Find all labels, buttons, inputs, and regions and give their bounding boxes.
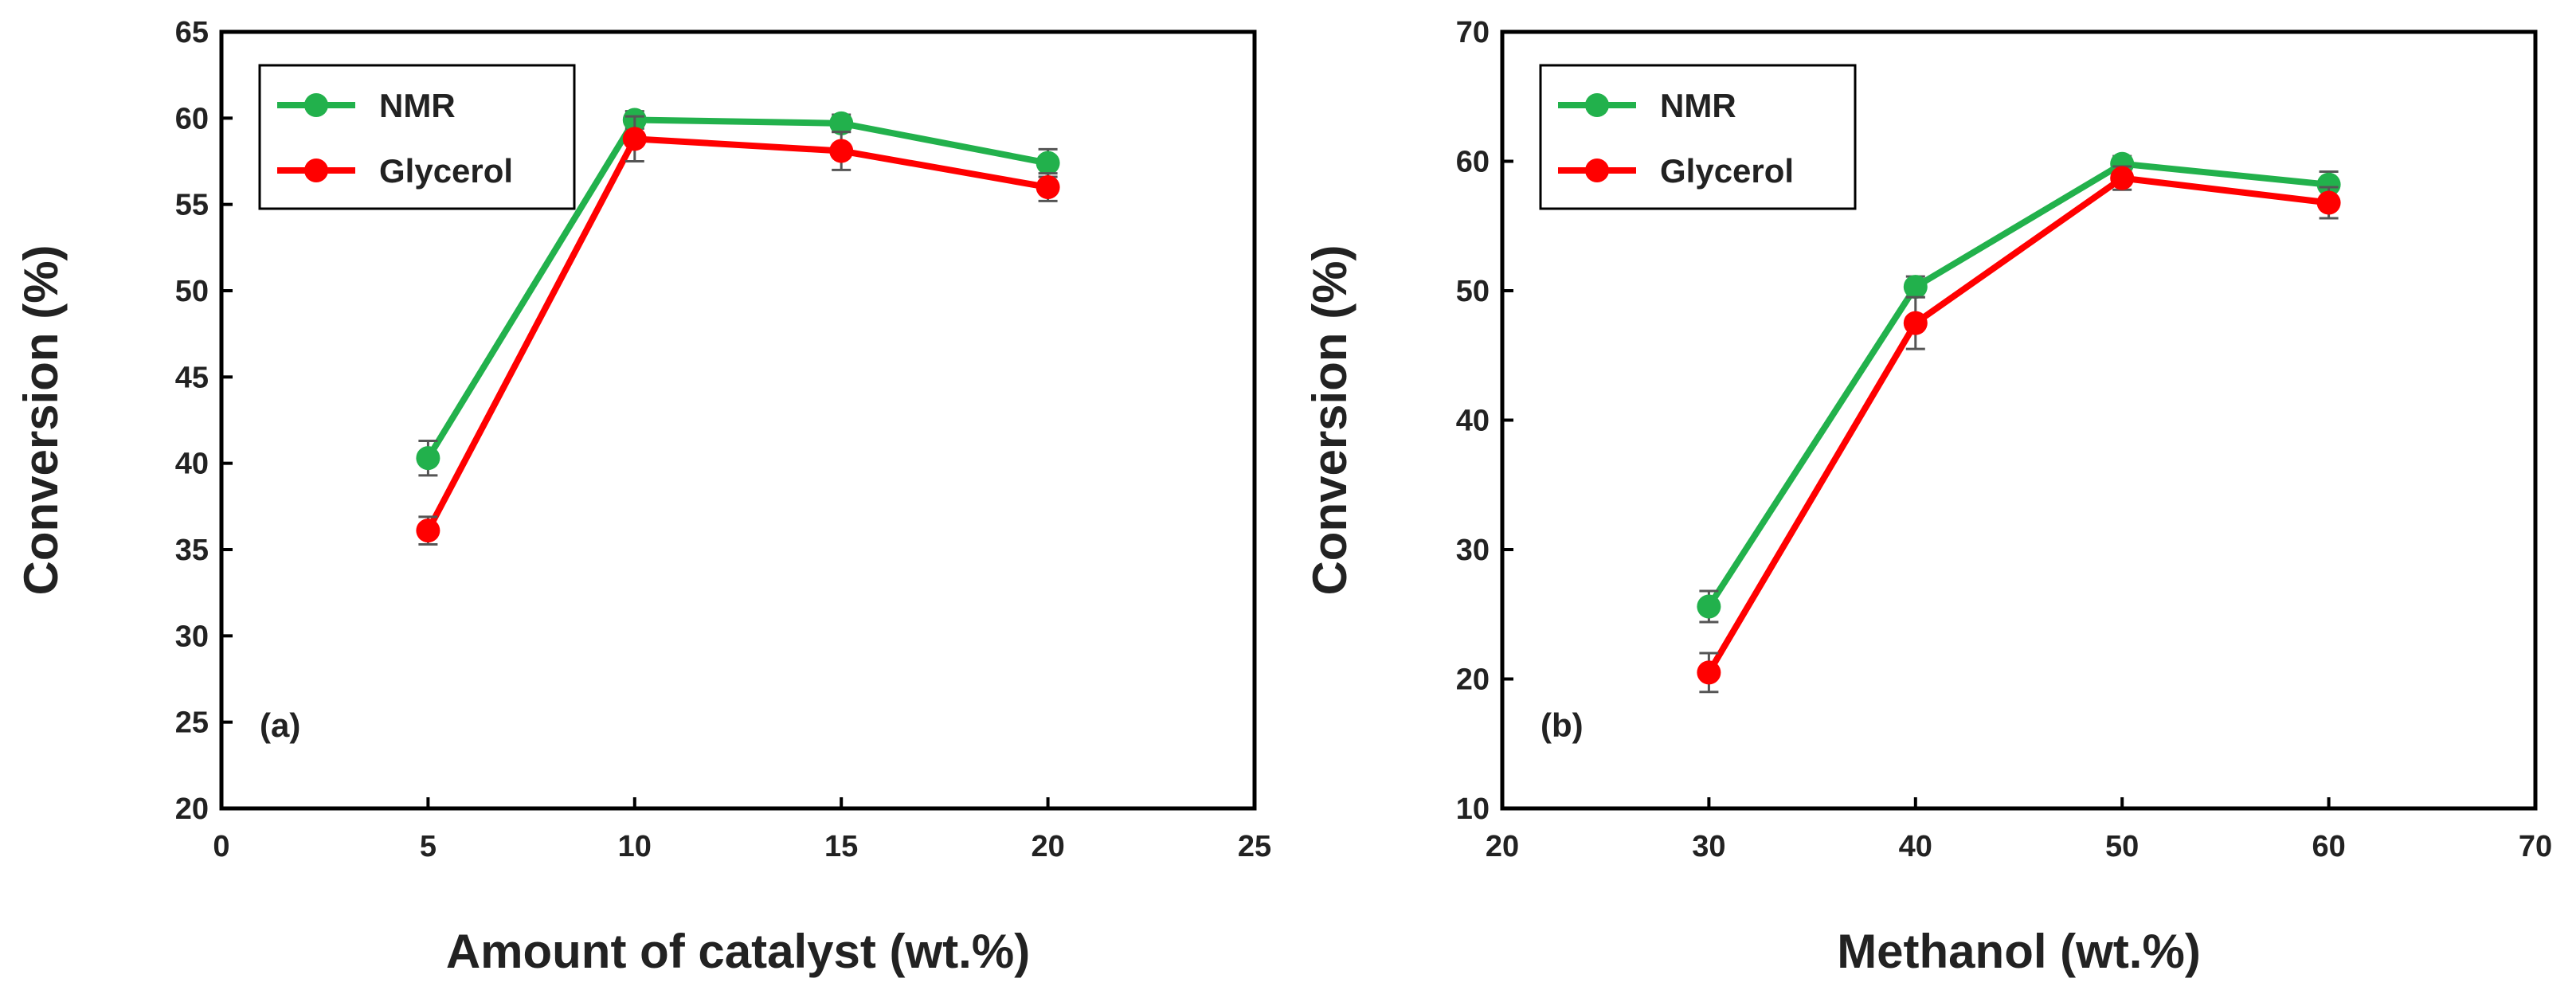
y-tick-label: 20 [1456,663,1490,697]
legend-box [258,64,576,210]
x-tick-label: 20 [1031,830,1064,863]
y-tick-label: 45 [175,361,209,394]
y-tick-label: 30 [175,620,209,653]
legend: NMR Glycerol [258,64,576,210]
panel-label: (b) [1541,706,1584,744]
legend-swatch-marker [1585,158,1609,182]
x-tick-label: 60 [2312,830,2345,863]
x-tick-label: 70 [2519,830,2552,863]
data-point-glycerol [1903,311,1928,335]
plot-frame [219,29,1257,811]
data-point-glycerol [622,127,647,151]
data-point-glycerol [1035,175,1060,199]
legend-swatch-marker [304,158,328,182]
legend-label: NMR [1660,87,1736,124]
legend: NMR Glycerol [1539,64,1857,210]
x-tick-label: 20 [1486,830,1519,863]
legend-box [1539,64,1857,210]
y-tick-label: 50 [1456,275,1490,308]
y-tick-label: 10 [1456,792,1490,826]
legend-label: NMR [379,87,456,124]
y-tick-label: 70 [1456,16,1490,49]
data-point-glycerol [1697,660,1721,685]
series-line-glycerol [425,135,1049,533]
y-tick-label: 25 [175,706,209,740]
y-axis-title: Conversion (%) [14,245,68,595]
data-point-nmr [829,111,854,135]
y-tick-label: 50 [175,275,209,308]
chart-panel-b: 10 20 30 40 50 60 70 20 30 40 50 60 70 Methanol (wt.%… [1303,16,2552,978]
legend-swatch-marker [304,93,328,117]
legend-label: Glycerol [1660,152,1794,190]
x-tick-label: 10 [618,830,652,863]
x-tick-label: 30 [1692,830,1725,863]
legend-label: Glycerol [379,152,513,190]
y-tick-label: 20 [175,792,209,826]
y-tick-label: 60 [175,102,209,135]
data-point-nmr [416,446,440,471]
panel-label: (a) [260,706,300,744]
series-line-glycerol [1705,174,2330,675]
y-tick-label: 30 [1456,534,1490,567]
series-line-nmr [1706,160,2329,609]
data-point-nmr [1903,275,1928,299]
x-tick-label: 0 [213,830,229,863]
series-line-nmr [425,116,1049,460]
y-tick-label: 40 [175,448,209,481]
y-tick-label: 65 [175,16,209,49]
x-tick-label: 5 [420,830,437,863]
x-axis-title: Amount of catalyst (wt.%) [446,925,1030,978]
x-tick-label: 25 [1238,830,1271,863]
data-point-glycerol [829,139,854,163]
y-axis-title: Conversion (%) [1303,245,1357,595]
x-tick-label: 50 [2105,830,2139,863]
y-tick-label: 55 [175,189,209,222]
data-point-glycerol [416,519,440,543]
y-tick-label: 35 [175,534,209,567]
x-tick-label: 15 [824,830,858,863]
data-point-nmr [1035,151,1060,175]
x-tick-label: 40 [1899,830,1932,863]
y-tick-label: 40 [1456,405,1490,438]
chart-panel-a: 20 25 30 35 40 45 50 55 60 65 0 5 10 15 20 25 Amount of … [14,16,1271,978]
data-point-glycerol [2110,166,2135,190]
y-tick-label: 60 [1456,146,1490,179]
data-point-glycerol [2316,190,2341,215]
data-point-nmr [2316,172,2341,197]
x-axis-title: Methanol (wt.%) [1837,925,2201,978]
legend-swatch-marker [1585,93,1609,117]
data-point-nmr [1697,594,1721,619]
